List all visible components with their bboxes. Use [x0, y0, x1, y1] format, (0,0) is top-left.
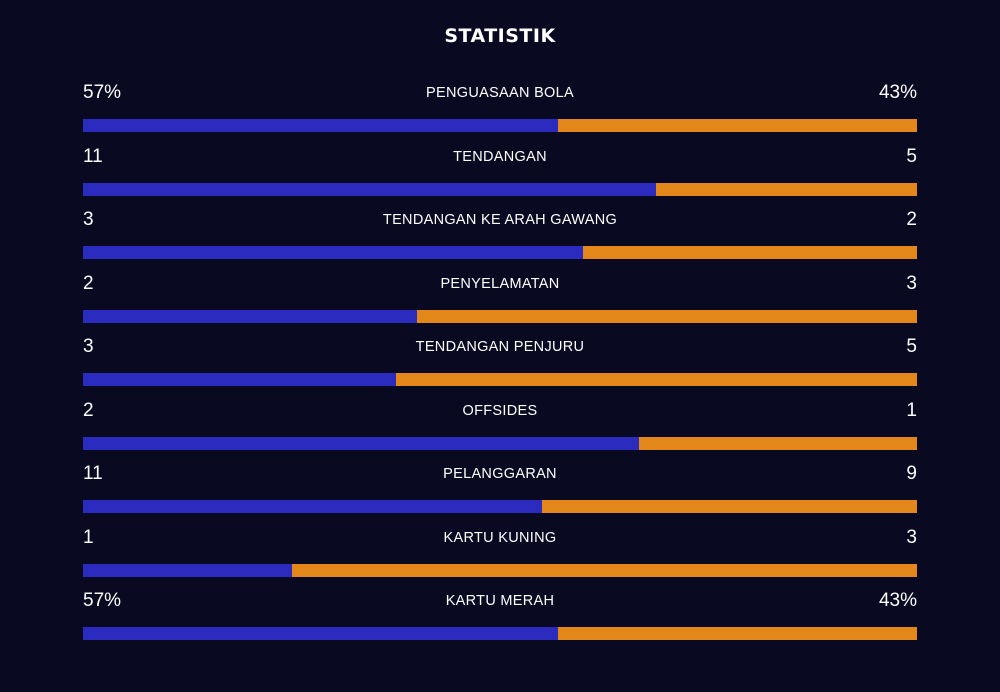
stat-bar — [83, 182, 917, 196]
stat-bar — [83, 627, 917, 640]
away-bar-fill — [655, 182, 917, 196]
stat-row: 57% KARTU MERAH 43% — [83, 588, 917, 652]
stats-list: 57% PENGUASAAN BOLA 43% 11 TENDANGAN 5 3 TENDAN… — [83, 80, 917, 652]
home-value: 57% — [83, 82, 122, 103]
home-bar-fill — [83, 500, 542, 513]
away-value: 5 — [906, 145, 917, 167]
stat-bar — [83, 436, 917, 450]
home-bar-fill — [83, 436, 640, 450]
home-bar-fill — [83, 627, 559, 640]
stat-row: 11 TENDANGAN 5 — [83, 144, 917, 208]
stat-header: 11 PELANGGARAN 9 — [83, 461, 917, 487]
stat-row: 3 TENDANGAN KE ARAH GAWANG 2 — [83, 207, 917, 271]
stat-bar — [83, 500, 917, 513]
home-bar-fill — [83, 182, 656, 196]
stat-header: 2 PENYELAMATAN 3 — [83, 271, 917, 297]
stat-label: TENDANGAN PENJURU — [415, 339, 585, 355]
stats-title: STATISTIK — [444, 25, 556, 47]
stat-label: PELANGGARAN — [443, 466, 557, 482]
home-value: 2 — [83, 399, 94, 421]
away-value: 43% — [878, 590, 917, 611]
stat-label: KARTU MERAH — [445, 593, 555, 609]
home-value: 1 — [83, 526, 94, 548]
away-bar-fill — [291, 563, 917, 577]
stat-bar — [83, 246, 917, 259]
home-value: 2 — [83, 272, 94, 294]
stat-bar — [83, 563, 917, 577]
stat-label: KARTU KUNING — [443, 529, 557, 546]
home-bar-fill — [83, 373, 396, 386]
stat-row: 2 PENYELAMATAN 3 — [83, 271, 917, 335]
away-bar-fill — [558, 119, 917, 132]
stat-label: PENGUASAAN BOLA — [426, 85, 574, 101]
home-bar-fill — [83, 119, 559, 132]
away-value: 3 — [906, 272, 917, 294]
away-value: 43% — [878, 82, 917, 103]
stat-header: 57% PENGUASAAN BOLA 43% — [83, 80, 917, 106]
stat-header: 2 OFFSIDES 1 — [83, 398, 917, 424]
stat-row: 1 KARTU KUNING 3 — [83, 525, 917, 589]
away-value: 5 — [906, 336, 917, 357]
away-value: 3 — [906, 526, 917, 548]
stat-label: TENDANGAN — [453, 148, 547, 165]
stat-row: 57% PENGUASAAN BOLA 43% — [83, 80, 917, 144]
stat-row: 11 PELANGGARAN 9 — [83, 461, 917, 525]
away-value: 1 — [906, 399, 917, 421]
stat-header: 1 KARTU KUNING 3 — [83, 525, 917, 551]
away-value: 9 — [906, 463, 917, 484]
home-value: 57% — [83, 590, 122, 611]
stat-label: PENYELAMATAN — [440, 275, 560, 292]
stat-header: 11 TENDANGAN 5 — [83, 144, 917, 170]
away-bar-fill — [395, 373, 917, 386]
away-bar-fill — [416, 309, 917, 323]
stat-header: 3 TENDANGAN PENJURU 5 — [83, 334, 917, 360]
home-bar-fill — [83, 246, 584, 259]
stat-bar — [83, 309, 917, 323]
home-value: 11 — [83, 463, 103, 484]
home-bar-fill — [83, 563, 292, 577]
stat-header: 57% KARTU MERAH 43% — [83, 588, 917, 614]
stat-label: OFFSIDES — [462, 402, 538, 419]
home-bar-fill — [83, 309, 417, 323]
stat-label: TENDANGAN KE ARAH GAWANG — [382, 212, 618, 228]
stat-header: 3 TENDANGAN KE ARAH GAWANG 2 — [83, 207, 917, 233]
home-value: 3 — [83, 209, 94, 230]
home-value: 11 — [83, 145, 103, 167]
away-bar-fill — [583, 246, 917, 259]
stat-bar — [83, 373, 917, 386]
stat-row: 2 OFFSIDES 1 — [83, 398, 917, 462]
away-bar-fill — [541, 500, 917, 513]
away-value: 2 — [906, 209, 917, 230]
home-value: 3 — [83, 336, 94, 357]
away-bar-fill — [639, 436, 917, 450]
stat-bar — [83, 119, 917, 132]
stat-row: 3 TENDANGAN PENJURU 5 — [83, 334, 917, 398]
away-bar-fill — [558, 627, 917, 640]
